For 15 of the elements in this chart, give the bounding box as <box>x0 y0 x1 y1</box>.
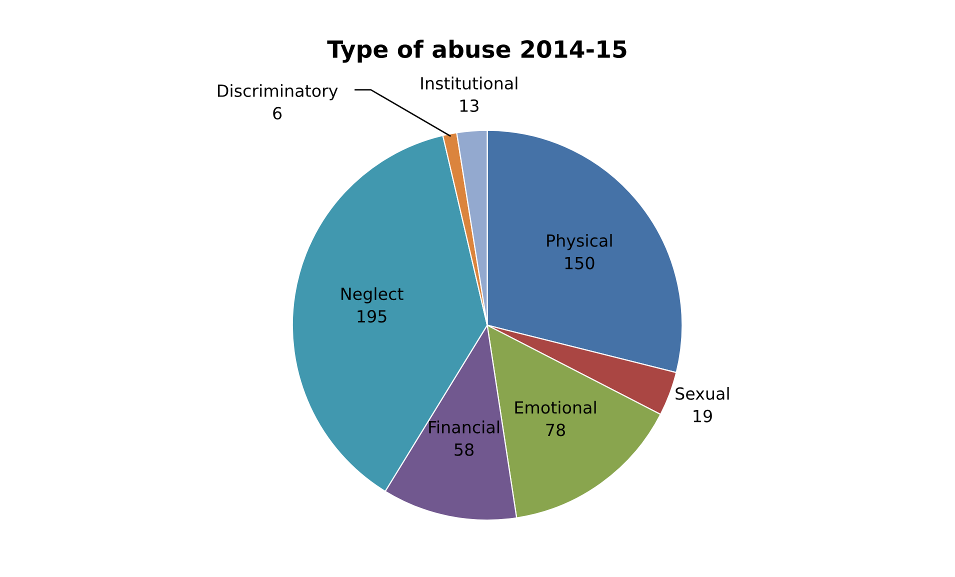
data-label: 19 <box>694 410 712 422</box>
slice-label: Financial <box>429 420 499 434</box>
data-label: 13 <box>460 99 478 112</box>
data-label: 78 <box>546 424 565 436</box>
data-label: 58 <box>454 443 474 456</box>
slice-label: Institutional <box>421 76 518 90</box>
slice-label: Physical <box>547 234 612 250</box>
chart-title: Type of abuse 2014-15 <box>327 40 626 63</box>
slice-label: Discriminatory <box>218 84 338 100</box>
data-label: 6 <box>273 106 282 120</box>
data-label: 195 <box>358 310 386 323</box>
data-label: 150 <box>565 256 594 270</box>
slice-label: Neglect <box>342 287 404 304</box>
slice-label: Sexual <box>676 386 729 400</box>
slice-label: Emotional <box>515 400 596 414</box>
